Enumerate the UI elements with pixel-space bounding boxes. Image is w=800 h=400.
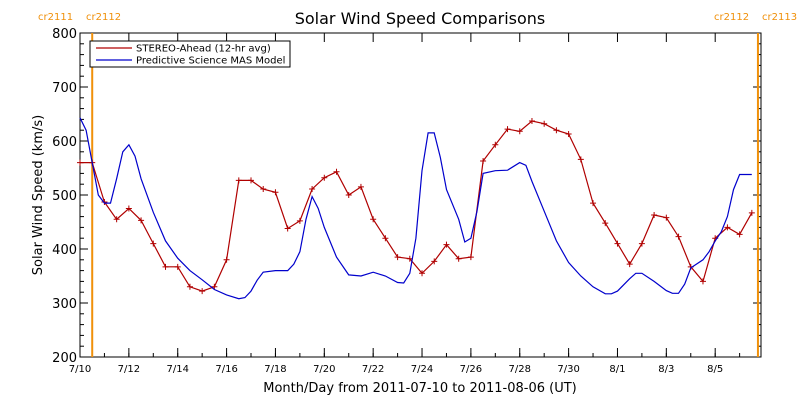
data-point-marker (455, 255, 462, 262)
y-tick-label: 400 (52, 243, 77, 258)
chart-title: Solar Wind Speed Comparisons (295, 9, 546, 28)
series-line-0 (80, 120, 753, 292)
data-point-marker (357, 183, 364, 190)
data-point-marker (296, 217, 303, 224)
legend-label-mas: Predictive Science MAS Model (136, 56, 285, 67)
data-point-marker (553, 127, 560, 134)
data-point-marker (602, 220, 609, 227)
data-point-marker (516, 128, 523, 135)
data-point-marker (370, 216, 377, 223)
legend-label-stereo: STEREO-Ahead (12-hr avg) (136, 44, 271, 55)
data-point-marker (724, 224, 731, 231)
data-point-marker (382, 235, 389, 242)
data-point-marker (651, 211, 658, 218)
cr-label-before: cr2111 (38, 12, 73, 23)
x-tick-label: 7/16 (215, 364, 237, 375)
data-point-marker (223, 256, 230, 263)
data-point-marker (272, 189, 279, 196)
data-point-marker (321, 174, 328, 181)
data-point-marker (467, 254, 474, 261)
data-point-marker (699, 278, 706, 285)
data-point-marker (345, 192, 352, 198)
x-tick-label: 7/12 (118, 364, 140, 375)
series-layer (77, 117, 755, 300)
data-point-marker (101, 199, 108, 206)
legend: STEREO-Ahead (12-hr avg) Predictive Scie… (89, 40, 291, 68)
data-point-marker (590, 200, 597, 207)
data-point-marker (333, 168, 340, 175)
y-tick-label: 800 (52, 27, 77, 42)
y-axis-title: Solar Wind Speed (km/s) (31, 115, 46, 275)
x-tick-label: 7/26 (460, 364, 482, 375)
x-tick-label: 7/30 (557, 364, 579, 375)
data-point-marker (248, 177, 255, 184)
carrington-rotation-markers: cr2111 cr2112 cr2112 cr2113 (38, 12, 797, 357)
data-point-marker (260, 186, 267, 193)
data-point-marker (431, 258, 438, 265)
data-point-marker (675, 233, 682, 240)
data-point-marker (235, 177, 242, 184)
data-point-marker (565, 130, 572, 137)
x-tick-label: 7/24 (411, 364, 433, 375)
data-point-marker (528, 118, 535, 125)
x-axis-title: Month/Day from 2011-07-10 to 2011-08-06 … (263, 381, 576, 396)
x-tick-label: 7/22 (362, 364, 384, 375)
x-tick-label: 7/14 (166, 364, 188, 375)
x-tick-label: 8/3 (658, 364, 674, 375)
cr-label-after: cr2112 (86, 12, 121, 23)
data-point-marker (577, 156, 584, 163)
data-point-marker (504, 126, 511, 133)
y-tick-label: 300 (52, 297, 77, 312)
data-point-marker (174, 263, 181, 270)
data-point-marker (150, 240, 157, 247)
y-tick-label: 500 (52, 189, 77, 204)
data-point-marker (77, 159, 83, 166)
data-point-marker (199, 288, 206, 295)
cr-label-before: cr2112 (714, 12, 749, 23)
data-point-marker (480, 157, 487, 164)
x-tick-label: 7/20 (313, 364, 335, 375)
legend-box (89, 40, 291, 68)
data-point-marker (626, 261, 633, 268)
x-tick-label: 7/18 (264, 364, 286, 375)
x-tick-label: 8/5 (707, 364, 723, 375)
data-point-marker (309, 186, 316, 193)
data-point-marker (614, 240, 621, 247)
x-tick-label: 7/10 (69, 364, 91, 375)
data-point-marker (736, 231, 743, 238)
data-point-marker (138, 217, 145, 224)
data-point-marker (162, 263, 169, 270)
x-tick-label: 8/1 (609, 364, 625, 375)
data-point-marker (638, 240, 645, 247)
data-point-marker (492, 141, 499, 148)
data-point-marker (113, 216, 120, 223)
data-point-marker (284, 225, 291, 232)
data-point-marker (186, 283, 193, 290)
data-point-marker (663, 214, 670, 221)
data-point-marker (541, 120, 548, 127)
y-axis: 200 300 400 500 600 700 800 (52, 27, 761, 366)
data-point-marker (748, 209, 755, 216)
y-tick-label: 700 (52, 81, 77, 96)
cr-label-after: cr2113 (762, 12, 797, 23)
data-point-marker (419, 270, 426, 277)
plot-frame (79, 32, 762, 358)
series-line-1 (79, 117, 752, 300)
x-axis: 7/10 7/12 7/14 7/16 7/18 7/20 7/22 7/24 7/26 7/28… (69, 33, 741, 375)
data-point-marker (394, 254, 401, 261)
y-tick-label: 600 (52, 135, 77, 150)
x-tick-label: 7/28 (509, 364, 531, 375)
data-point-marker (443, 241, 450, 248)
data-point-marker (125, 205, 132, 212)
y-tick-label: 200 (52, 351, 77, 366)
